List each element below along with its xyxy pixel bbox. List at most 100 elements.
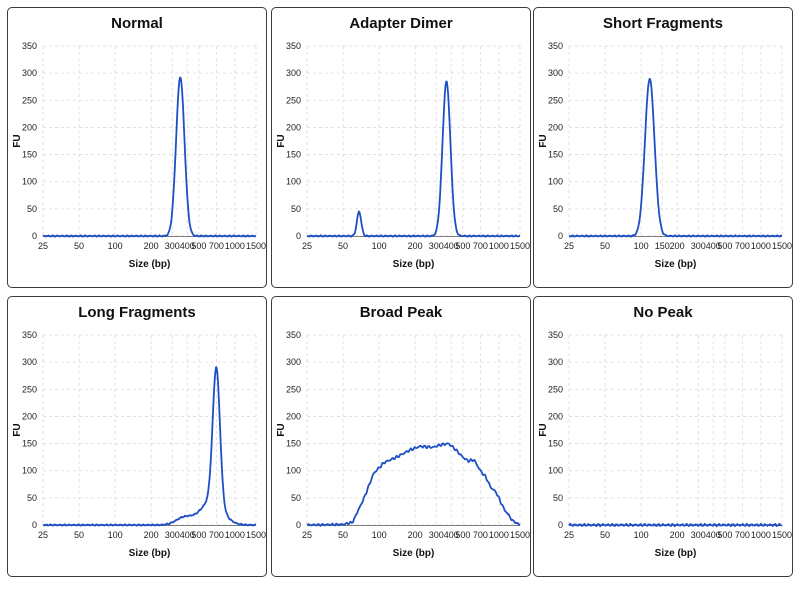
x-tick-label: 1500 bbox=[246, 241, 266, 251]
x-tick-label: 25 bbox=[38, 530, 48, 540]
electropherogram-chart: Long Fragments 0 50 100 150 200 250 300 350 25 50 1… bbox=[12, 304, 266, 559]
y-tick-label: 0 bbox=[32, 520, 37, 530]
x-tick-label: 1000 bbox=[225, 530, 245, 540]
x-axis-label: Size (bp) bbox=[129, 548, 171, 559]
y-tick-label: 100 bbox=[286, 177, 301, 187]
x-tick-label: 300 bbox=[429, 530, 444, 540]
x-tick-label: 200 bbox=[670, 530, 685, 540]
x-tick-label: 700 bbox=[473, 241, 488, 251]
x-tick-label: 300 bbox=[165, 530, 180, 540]
y-axis-label: FU bbox=[538, 423, 549, 436]
y-tick-label: 150 bbox=[548, 439, 563, 449]
x-tick-label: 200 bbox=[408, 241, 423, 251]
x-tick-label: 400 bbox=[706, 241, 721, 251]
y-tick-label: 250 bbox=[548, 384, 563, 394]
x-tick-label: 50 bbox=[600, 530, 610, 540]
x-tick-label: 400 bbox=[444, 241, 459, 251]
y-tick-label: 250 bbox=[22, 95, 37, 105]
y-tick-label: 100 bbox=[548, 177, 563, 187]
x-tick-label: 1000 bbox=[489, 241, 509, 251]
y-tick-label: 50 bbox=[27, 204, 37, 214]
x-tick-label: 1500 bbox=[772, 530, 792, 540]
y-axis-label: FU bbox=[538, 134, 549, 147]
y-tick-label: 300 bbox=[548, 357, 563, 367]
y-tick-label: 150 bbox=[22, 439, 37, 449]
chart-title: Normal bbox=[111, 15, 163, 32]
y-tick-label: 0 bbox=[296, 231, 301, 241]
x-tick-label: 50 bbox=[74, 241, 84, 251]
x-tick-label: 100 bbox=[372, 241, 387, 251]
fluorescence-trace bbox=[42, 366, 257, 527]
x-tick-label: 50 bbox=[338, 530, 348, 540]
chart-panel: Normal 0 50 100 150 200 250 300 350 25 50 100 200 300… bbox=[7, 7, 267, 288]
x-tick-label: 100 bbox=[108, 530, 123, 540]
x-tick-label: 100 bbox=[634, 241, 649, 251]
x-tick-label: 100 bbox=[372, 530, 387, 540]
chart-panel: Long Fragments 0 50 100 150 200 250 300 350 25 50 1… bbox=[7, 296, 267, 577]
x-tick-label: 25 bbox=[564, 241, 574, 251]
x-tick-label: 1500 bbox=[510, 241, 530, 251]
x-tick-label: 200 bbox=[670, 241, 685, 251]
x-tick-label: 700 bbox=[209, 241, 224, 251]
x-tick-label: 25 bbox=[38, 241, 48, 251]
y-tick-label: 200 bbox=[548, 122, 563, 132]
y-tick-label: 350 bbox=[22, 41, 37, 51]
y-tick-label: 100 bbox=[286, 466, 301, 476]
y-tick-label: 200 bbox=[286, 411, 301, 421]
x-tick-label: 400 bbox=[180, 530, 195, 540]
x-tick-label: 400 bbox=[444, 530, 459, 540]
x-tick-label: 50 bbox=[74, 530, 84, 540]
fluorescence-trace bbox=[568, 522, 783, 528]
y-tick-label: 250 bbox=[286, 95, 301, 105]
y-tick-label: 300 bbox=[22, 68, 37, 78]
y-axis-label: FU bbox=[12, 423, 23, 436]
y-tick-label: 200 bbox=[548, 411, 563, 421]
x-axis-label: Size (bp) bbox=[393, 548, 435, 559]
x-tick-label: 300 bbox=[691, 241, 706, 251]
y-tick-label: 0 bbox=[296, 520, 301, 530]
x-axis-label: Size (bp) bbox=[655, 259, 697, 270]
y-tick-label: 50 bbox=[291, 493, 301, 503]
fluorescence-trace bbox=[306, 442, 521, 527]
y-tick-label: 200 bbox=[286, 122, 301, 132]
chart-panel: Short Fragments 0 50 100 150 200 250 300 350 25 50… bbox=[533, 7, 793, 288]
y-tick-label: 50 bbox=[27, 493, 37, 503]
fluorescence-trace bbox=[568, 78, 783, 238]
chart-title: Long Fragments bbox=[78, 304, 196, 321]
electropherogram-chart: Broad Peak 0 50 100 150 200 250 300 350 25 50 100 20… bbox=[276, 304, 530, 559]
x-axis-label: Size (bp) bbox=[655, 548, 697, 559]
y-tick-label: 350 bbox=[548, 41, 563, 51]
x-tick-label: 300 bbox=[165, 241, 180, 251]
x-tick-label: 1000 bbox=[751, 241, 771, 251]
x-tick-label: 700 bbox=[735, 530, 750, 540]
x-tick-label: 150 bbox=[655, 241, 670, 251]
y-tick-label: 250 bbox=[22, 384, 37, 394]
y-tick-label: 250 bbox=[548, 95, 563, 105]
x-tick-label: 1000 bbox=[225, 241, 245, 251]
x-tick-label: 300 bbox=[429, 241, 444, 251]
x-tick-label: 200 bbox=[144, 241, 159, 251]
y-tick-label: 300 bbox=[286, 68, 301, 78]
x-tick-label: 700 bbox=[735, 241, 750, 251]
electropherogram-chart: Adapter Dimer 0 50 100 150 200 250 300 350 25 50 10… bbox=[276, 15, 530, 270]
x-tick-label: 1500 bbox=[772, 241, 792, 251]
y-axis-label: FU bbox=[12, 134, 23, 147]
electropherogram-chart: No Peak 0 50 100 150 200 250 300 350 25 50 100 200 30… bbox=[538, 304, 792, 559]
y-tick-label: 250 bbox=[286, 384, 301, 394]
x-tick-label: 500 bbox=[191, 241, 206, 251]
x-tick-label: 1000 bbox=[489, 530, 509, 540]
x-tick-label: 700 bbox=[473, 530, 488, 540]
y-tick-label: 350 bbox=[286, 41, 301, 51]
x-tick-label: 400 bbox=[706, 530, 721, 540]
y-tick-label: 50 bbox=[553, 204, 563, 214]
y-tick-label: 350 bbox=[286, 330, 301, 340]
y-tick-label: 300 bbox=[548, 68, 563, 78]
x-tick-label: 1500 bbox=[246, 530, 266, 540]
y-tick-label: 300 bbox=[22, 357, 37, 367]
x-axis-label: Size (bp) bbox=[129, 259, 171, 270]
y-tick-label: 50 bbox=[291, 204, 301, 214]
y-tick-label: 100 bbox=[548, 466, 563, 476]
x-tick-label: 50 bbox=[338, 241, 348, 251]
y-tick-label: 0 bbox=[32, 231, 37, 241]
